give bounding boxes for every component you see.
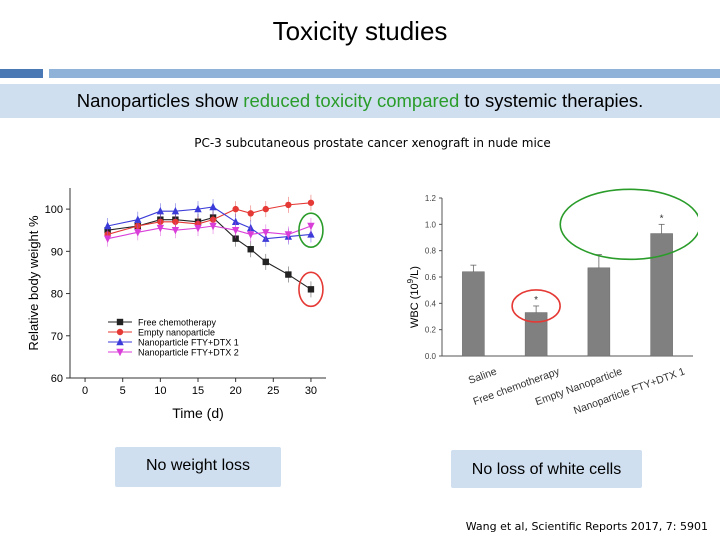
y-axis-title-superscript: 9 xyxy=(406,278,415,283)
data-point xyxy=(172,218,179,225)
data-point xyxy=(247,246,254,253)
y-tick-label: 0.8 xyxy=(425,247,437,256)
data-point xyxy=(209,222,217,231)
y-tick-label: 1.2 xyxy=(425,194,437,203)
data-point xyxy=(307,286,315,293)
data-point xyxy=(284,231,293,239)
banner-text-before: Nanoparticles show xyxy=(76,90,244,111)
x-tick-label: 20 xyxy=(230,385,242,397)
legend-marker xyxy=(116,328,124,336)
data-point xyxy=(103,221,112,230)
data-point xyxy=(247,210,254,217)
legend-label: Nanoparticle FTY+DTX 2 xyxy=(138,348,239,358)
bar xyxy=(524,312,548,357)
y-tick-label: 0.4 xyxy=(425,299,437,308)
y-axis-title: Relative body weight % xyxy=(26,215,41,351)
x-tick-label: 30 xyxy=(305,385,317,397)
data-point xyxy=(262,229,270,237)
annotation-circle xyxy=(298,212,324,249)
legend-marker xyxy=(116,348,124,357)
category-label: Nanoparticle FTY+DTX 1 xyxy=(572,365,687,417)
study-subtitle: PC-3 subcutaneous prostate cancer xenogr… xyxy=(194,136,551,150)
y-axis-title-part: WBC (10 xyxy=(409,283,421,328)
data-point xyxy=(262,258,269,266)
y-tick-label: 1.0 xyxy=(425,220,437,229)
data-point xyxy=(209,202,217,211)
data-point xyxy=(134,215,142,223)
data-point xyxy=(231,217,240,225)
legend-label: Free chemotherapy xyxy=(138,318,217,328)
y-tick-label: 0.0 xyxy=(425,352,437,361)
no-wbc-loss-box: No loss of white cells xyxy=(451,450,642,488)
x-axis-title: Time (d) xyxy=(172,405,224,421)
y-tick-label: 60 xyxy=(51,373,63,385)
data-point xyxy=(307,199,315,206)
x-tick-label: 15 xyxy=(192,385,204,397)
y-tick-label: 90 xyxy=(51,246,63,258)
banner-highlight: reduced toxicity compared xyxy=(243,90,460,111)
data-point xyxy=(171,207,180,215)
data-point xyxy=(134,229,142,237)
x-tick-label: 5 xyxy=(120,385,126,397)
data-point xyxy=(156,207,165,215)
title-rule-accent xyxy=(0,69,43,78)
significance-marker: * xyxy=(534,295,538,306)
y-tick-label: 0.2 xyxy=(425,326,437,335)
data-point xyxy=(103,235,112,243)
data-point xyxy=(285,271,292,278)
body-weight-chart: 60 70 80 90 100 0 5 10 15 20 25 30 Time (d) Relative … xyxy=(26,188,326,421)
y-tick-label: 0.6 xyxy=(425,273,437,282)
x-tick-label: 10 xyxy=(154,385,166,397)
title-rule xyxy=(49,69,720,78)
data-point xyxy=(307,222,315,231)
data-point xyxy=(285,201,292,209)
data-point xyxy=(194,204,202,213)
y-tick-label: 100 xyxy=(45,204,63,216)
data-point xyxy=(171,227,180,235)
data-point xyxy=(231,227,240,235)
legend-marker xyxy=(116,318,124,326)
bar xyxy=(462,271,485,357)
data-point xyxy=(232,235,239,242)
slide-title: Toxicity studies xyxy=(272,16,448,46)
key-message-banner: Nanoparticles show reduced toxicity comp… xyxy=(0,84,720,118)
annotation-ellipse xyxy=(511,289,561,323)
significance-marker: * xyxy=(660,213,664,224)
bar xyxy=(587,267,611,357)
data-point xyxy=(194,224,202,233)
no-weight-loss-box: No weight loss xyxy=(115,447,281,487)
data-point xyxy=(232,205,239,213)
series-group xyxy=(103,218,315,247)
data-point xyxy=(156,224,165,233)
data-point xyxy=(247,231,255,239)
category-label: Saline xyxy=(467,365,499,386)
data-point xyxy=(262,205,269,213)
banner-text-after: to systemic therapies. xyxy=(459,90,644,111)
legend-marker xyxy=(116,337,124,346)
legend-label: Empty nanoparticle xyxy=(138,328,215,338)
x-tick-label: 25 xyxy=(267,385,279,397)
bar xyxy=(650,233,673,357)
y-axis-title-part: /L) xyxy=(409,266,421,279)
citation: Wang et al, Scientific Reports 2017, 7: … xyxy=(465,520,708,533)
y-tick-label: 70 xyxy=(51,331,63,343)
legend-label: Nanoparticle FTY+DTX 1 xyxy=(138,338,239,348)
annotation-ellipse xyxy=(559,188,698,261)
annotation-circle xyxy=(298,271,324,308)
y-axis-title: WBC (109/L) xyxy=(406,266,421,328)
x-tick-label: 0 xyxy=(82,385,88,397)
y-tick-label: 80 xyxy=(51,289,63,301)
